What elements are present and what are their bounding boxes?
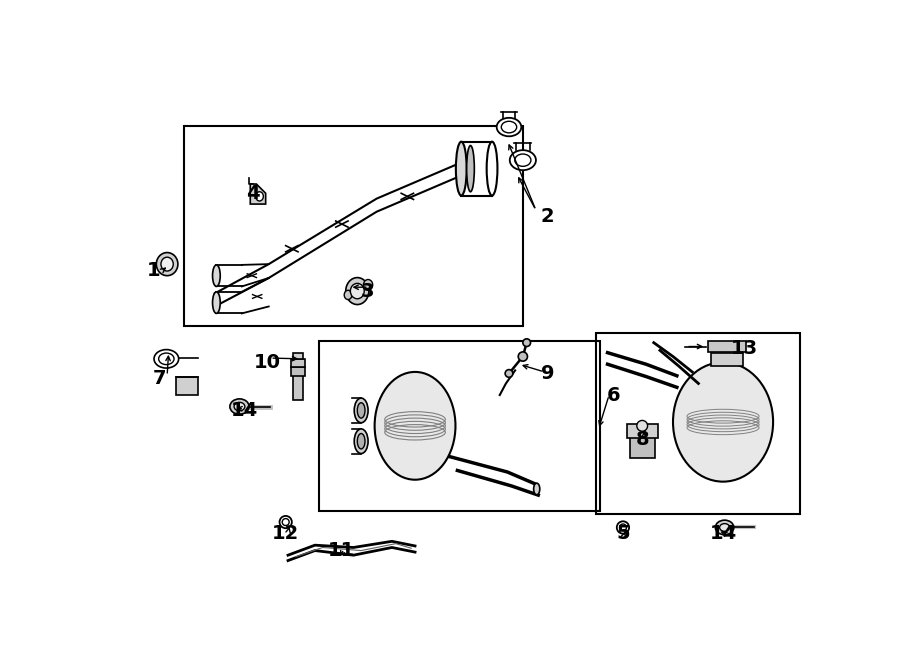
Ellipse shape (716, 520, 733, 535)
Ellipse shape (364, 280, 373, 290)
Ellipse shape (534, 483, 540, 494)
Ellipse shape (616, 522, 629, 533)
Ellipse shape (157, 253, 178, 276)
Ellipse shape (256, 192, 264, 201)
Bar (630, 437, 654, 458)
Ellipse shape (230, 399, 249, 414)
Ellipse shape (505, 369, 513, 377)
Ellipse shape (212, 292, 220, 313)
Text: 4: 4 (247, 184, 260, 203)
Bar (292, 353, 303, 359)
Text: 1: 1 (147, 261, 160, 280)
Ellipse shape (280, 516, 292, 528)
Ellipse shape (673, 362, 773, 482)
Ellipse shape (374, 372, 455, 480)
Bar (596, 333, 800, 514)
Text: 2: 2 (541, 207, 554, 226)
Text: 14: 14 (230, 401, 257, 420)
Bar (291, 367, 305, 375)
Text: 7: 7 (153, 369, 166, 387)
Ellipse shape (720, 524, 730, 531)
Ellipse shape (346, 278, 369, 305)
Ellipse shape (357, 434, 365, 449)
Bar (176, 377, 198, 395)
Text: 5: 5 (616, 524, 630, 543)
Ellipse shape (456, 141, 466, 196)
Text: 11: 11 (328, 541, 356, 560)
Ellipse shape (234, 403, 245, 410)
Ellipse shape (283, 519, 289, 525)
Ellipse shape (154, 350, 179, 368)
Ellipse shape (158, 353, 174, 365)
Ellipse shape (355, 398, 368, 423)
Ellipse shape (509, 150, 536, 170)
Text: 3: 3 (361, 282, 374, 301)
Ellipse shape (212, 265, 220, 286)
Bar (626, 424, 658, 438)
Ellipse shape (355, 429, 368, 453)
Bar (707, 341, 746, 352)
Ellipse shape (357, 403, 365, 418)
Ellipse shape (350, 284, 365, 299)
Text: 8: 8 (636, 430, 650, 449)
Ellipse shape (523, 339, 531, 346)
Ellipse shape (487, 141, 498, 196)
Ellipse shape (637, 420, 648, 431)
Ellipse shape (518, 352, 527, 361)
Bar (293, 374, 302, 401)
Text: 10: 10 (254, 353, 281, 372)
Bar (291, 359, 305, 367)
Bar (184, 126, 523, 326)
Polygon shape (250, 184, 266, 204)
Ellipse shape (344, 290, 352, 299)
Ellipse shape (497, 118, 521, 136)
Ellipse shape (466, 145, 474, 192)
Ellipse shape (515, 154, 531, 167)
Ellipse shape (619, 524, 626, 531)
Text: 12: 12 (272, 524, 300, 543)
Ellipse shape (161, 257, 174, 271)
Bar (711, 354, 743, 366)
Text: 9: 9 (541, 364, 554, 383)
Bar (161, 258, 174, 269)
Text: 14: 14 (709, 524, 737, 543)
Bar (319, 341, 599, 510)
Text: 6: 6 (607, 385, 620, 405)
Ellipse shape (501, 121, 517, 133)
Text: 13: 13 (731, 339, 758, 358)
